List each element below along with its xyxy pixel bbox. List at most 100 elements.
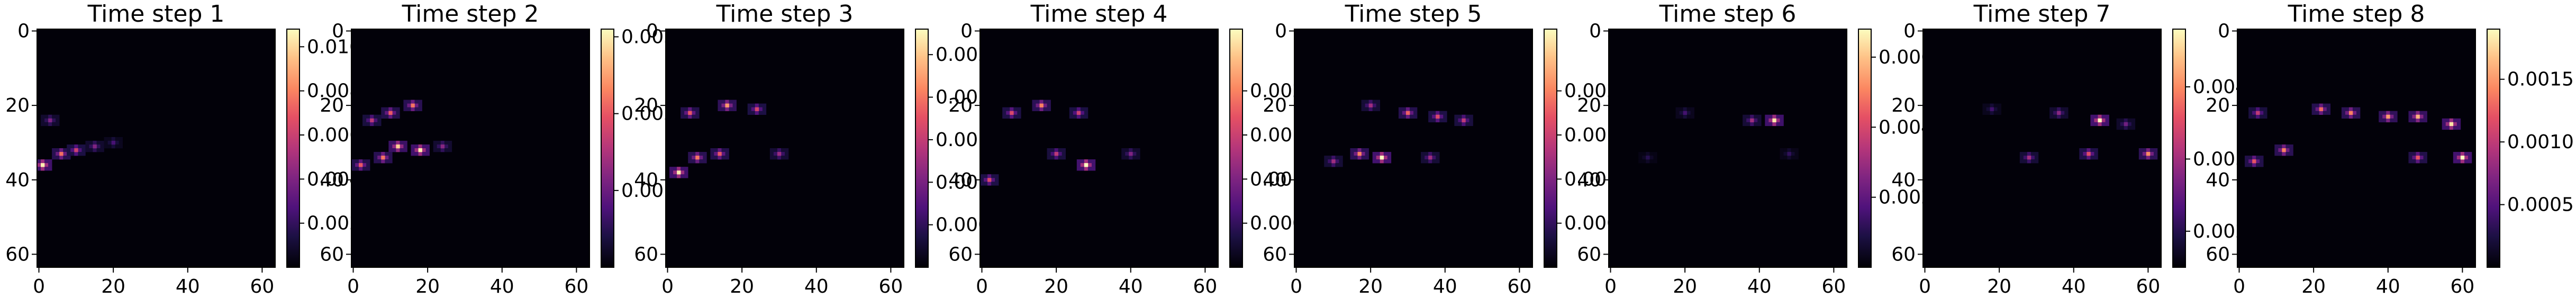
heatmap-cell-glow [396, 148, 400, 152]
heatmap-cell-glow [1080, 114, 1085, 119]
heatmap-cell-glow [1073, 114, 1077, 119]
x-tick-label: 40 [176, 276, 200, 297]
heatmap-cell-glow [747, 107, 752, 111]
heatmap-cell-glow [2019, 152, 2024, 156]
heatmap-cell-glow [1054, 148, 1058, 152]
colorbar [2487, 29, 2500, 268]
heatmap-cell-glow [1339, 159, 1343, 164]
heatmap-cell-glow [2105, 114, 2109, 119]
heatmap-cell-glow [1324, 156, 1328, 160]
heatmap-cell-glow [2245, 156, 2249, 160]
heatmap-cell-glow [2094, 152, 2098, 156]
heatmap-cell-glow [2285, 144, 2290, 149]
heatmap-cell-glow [755, 111, 759, 115]
heatmap-cell-glow [74, 144, 78, 149]
heatmap-cell-glow [1436, 118, 1440, 123]
heatmap-cell-glow [1132, 152, 1137, 156]
heatmap-cell-glow [2412, 111, 2416, 115]
heatmap-cell-glow [995, 182, 999, 186]
heatmap-cell-glow [1084, 111, 1089, 115]
heatmap-cell-glow [1421, 152, 1425, 156]
heatmap-cell-glow [1058, 152, 1062, 156]
heatmap-cell-glow [1642, 152, 1646, 156]
y-tick-label: 20 [320, 95, 344, 116]
heatmap-cell-glow [1372, 159, 1376, 164]
heatmap-cell-glow [366, 114, 370, 119]
heatmap-cell-glow [2023, 159, 2028, 164]
heatmap-cell-glow [2449, 125, 2454, 130]
heatmap-cell-glow [681, 107, 685, 111]
heatmap-cell-glow [1642, 159, 1646, 164]
heatmap-background [1294, 29, 1532, 267]
heatmap-cell-glow [374, 114, 378, 119]
heatmap-cell-glow [1013, 107, 1018, 111]
heatmap-cell-glow [48, 167, 52, 171]
heatmap-cell-glow [2423, 118, 2427, 123]
heatmap-cell [2057, 111, 2061, 115]
x-tick-label: 20 [1987, 276, 2011, 297]
heatmap-cell-glow [1794, 152, 1799, 156]
heatmap-cell-glow [703, 156, 707, 160]
heatmap-cell [2098, 118, 2102, 123]
heatmap-cell [74, 148, 78, 152]
heatmap-cell-glow [1324, 159, 1328, 164]
heatmap-cell-glow [1649, 159, 1654, 164]
heatmap-cell-glow [2278, 148, 2282, 152]
heatmap-cell-glow [1780, 152, 1784, 156]
heatmap-cell-glow [2341, 114, 2346, 119]
heatmap-cell-glow [1405, 107, 1410, 111]
heatmap-cell-glow [732, 100, 737, 104]
heatmap-cell [388, 111, 393, 115]
heatmap-cell-glow [699, 156, 703, 160]
heatmap-cell-glow [1990, 103, 1994, 107]
heatmap-cell-glow [762, 107, 767, 111]
heatmap-cell-glow [1121, 152, 1126, 156]
heatmap-cell-glow [688, 156, 692, 160]
heatmap-cell-glow [1780, 122, 1784, 127]
heatmap-cell-glow [1757, 118, 1762, 123]
heatmap-cell-glow [385, 114, 389, 119]
heatmap-cell-glow [692, 111, 696, 115]
heatmap-cell-glow [1091, 167, 1096, 171]
heatmap-cell-glow [1432, 111, 1436, 115]
heatmap-cell-glow [104, 144, 108, 149]
heatmap-cell-glow [366, 163, 370, 167]
heatmap-cell [2146, 152, 2151, 156]
y-tick-label: 60 [1577, 243, 1601, 265]
colorbar [1229, 29, 1243, 268]
y-tick-label: 60 [1891, 243, 1916, 265]
heatmap-cell [1331, 159, 1336, 164]
heatmap-cell-glow [2419, 156, 2424, 160]
colorbar-tick-label: 0.0015 [2507, 69, 2574, 91]
heatmap-cell-glow [1324, 163, 1328, 167]
heatmap-cell [418, 148, 422, 152]
x-tick-label: 0 [33, 276, 45, 297]
heatmap-cell-glow [366, 118, 370, 123]
heatmap-cell-glow [52, 118, 56, 123]
heatmap-cell-glow [2034, 152, 2039, 156]
heatmap-cell-glow [1675, 111, 1680, 115]
heatmap-cells [351, 100, 452, 171]
heatmap-cell-glow [1646, 159, 1650, 164]
panel-4: Time step 40 20 40 6002040600.0000.0010.001… [948, 1, 1304, 297]
y-tick-label: 0 [332, 21, 344, 42]
heatmap-cell-glow [403, 140, 407, 145]
heatmap-cell-glow [1428, 111, 1432, 115]
heatmap-cell-glow [1365, 103, 1369, 107]
heatmap-cell-glow [2379, 111, 2383, 115]
heatmap-cell-glow [1050, 156, 1055, 160]
heatmap-cell-glow [2034, 156, 2039, 160]
heatmap-cell [41, 163, 45, 167]
heatmap-cell-glow [2138, 148, 2143, 152]
panel-title: Time step 5 [1345, 1, 1482, 28]
heatmap-cell-glow [403, 144, 407, 149]
heatmap-cell-glow [1776, 122, 1780, 127]
heatmap-cell-glow [1765, 114, 1769, 119]
heatmap-cell-glow [1080, 163, 1085, 167]
heatmap-cell-glow [2274, 144, 2279, 149]
heatmap-cell-glow [2323, 111, 2327, 115]
heatmap-cell-glow [52, 156, 56, 160]
heatmap-cell-glow [2101, 114, 2106, 119]
heatmap-cell-glow [1746, 122, 1750, 127]
heatmap-cell-glow [769, 156, 774, 160]
